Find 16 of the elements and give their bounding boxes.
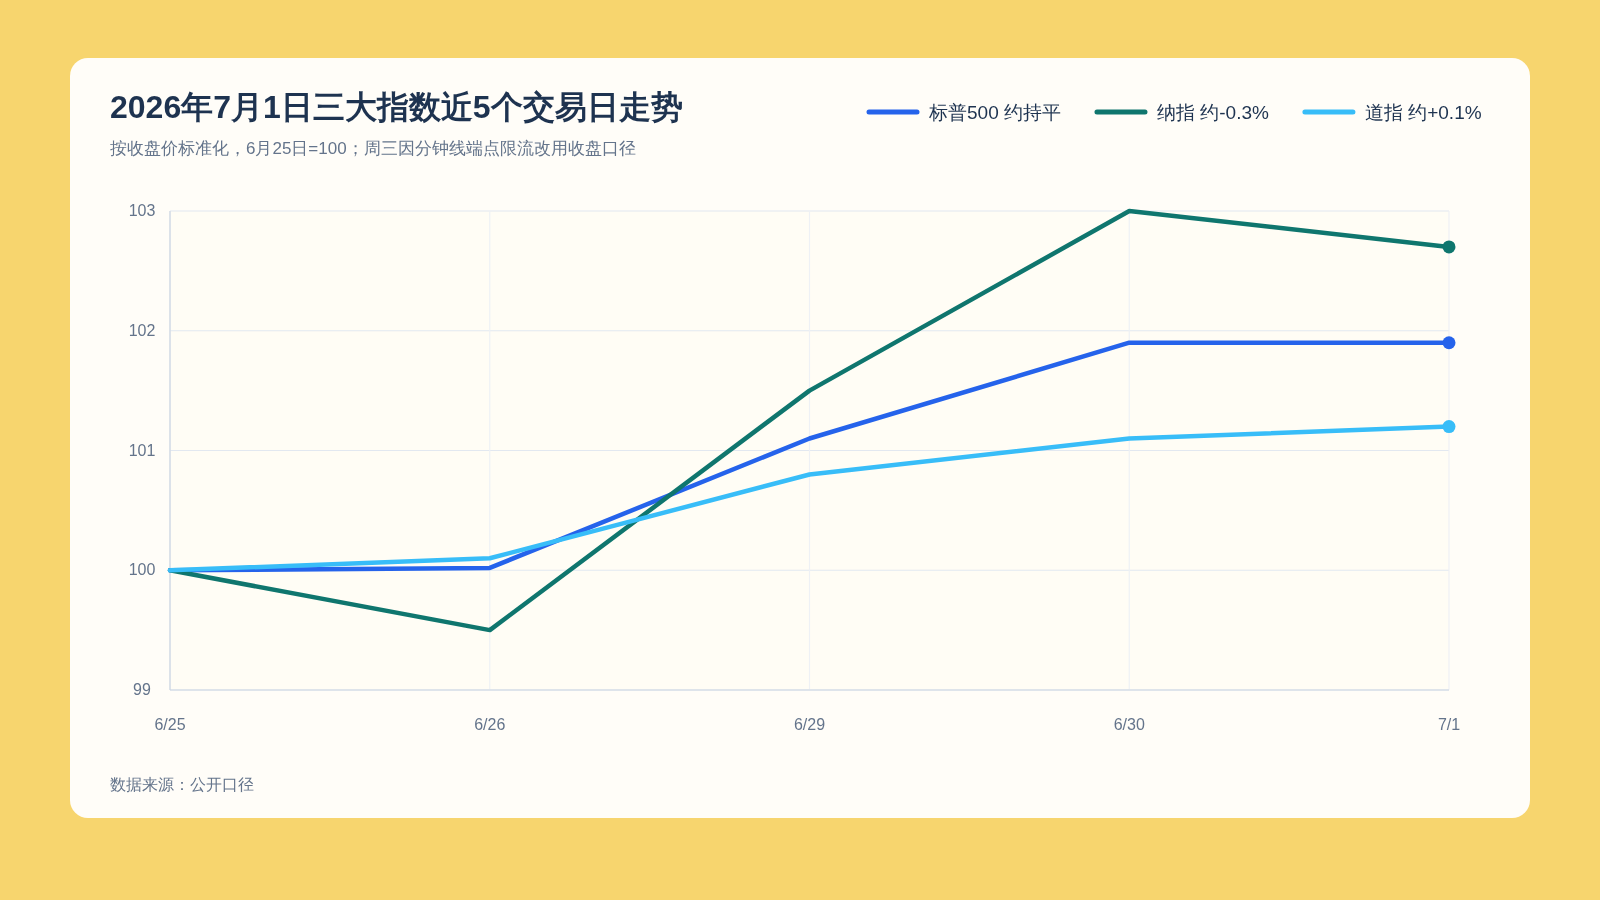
chart-title: 2026年7月1日三大指数近5个交易日走势 bbox=[110, 89, 683, 125]
x-tick-label: 6/26 bbox=[474, 716, 506, 733]
legend-label: 纳指 约-0.3% bbox=[1156, 102, 1269, 123]
y-tick-label: 99 bbox=[133, 681, 151, 698]
legend-label: 道指 约+0.1% bbox=[1364, 102, 1482, 123]
y-tick-label: 102 bbox=[128, 321, 156, 339]
x-tick-label: 6/29 bbox=[793, 716, 826, 733]
chart-subtitle: 按收盘价标准化，6月25日=100；周三因分钟线端点限流改用收盘口径 bbox=[110, 139, 636, 158]
x-tick-label: 6/25 bbox=[154, 716, 186, 733]
x-tick-label: 6/30 bbox=[1113, 716, 1145, 733]
y-tick-label: 103 bbox=[128, 202, 156, 219]
source-note: 数据来源：公开口径 bbox=[110, 776, 254, 793]
x-tick-label: 7/1 bbox=[1437, 716, 1461, 733]
y-tick-label: 100 bbox=[128, 561, 156, 579]
legend-label: 标普500 约持平 bbox=[928, 102, 1061, 123]
y-tick-label: 101 bbox=[128, 441, 156, 459]
